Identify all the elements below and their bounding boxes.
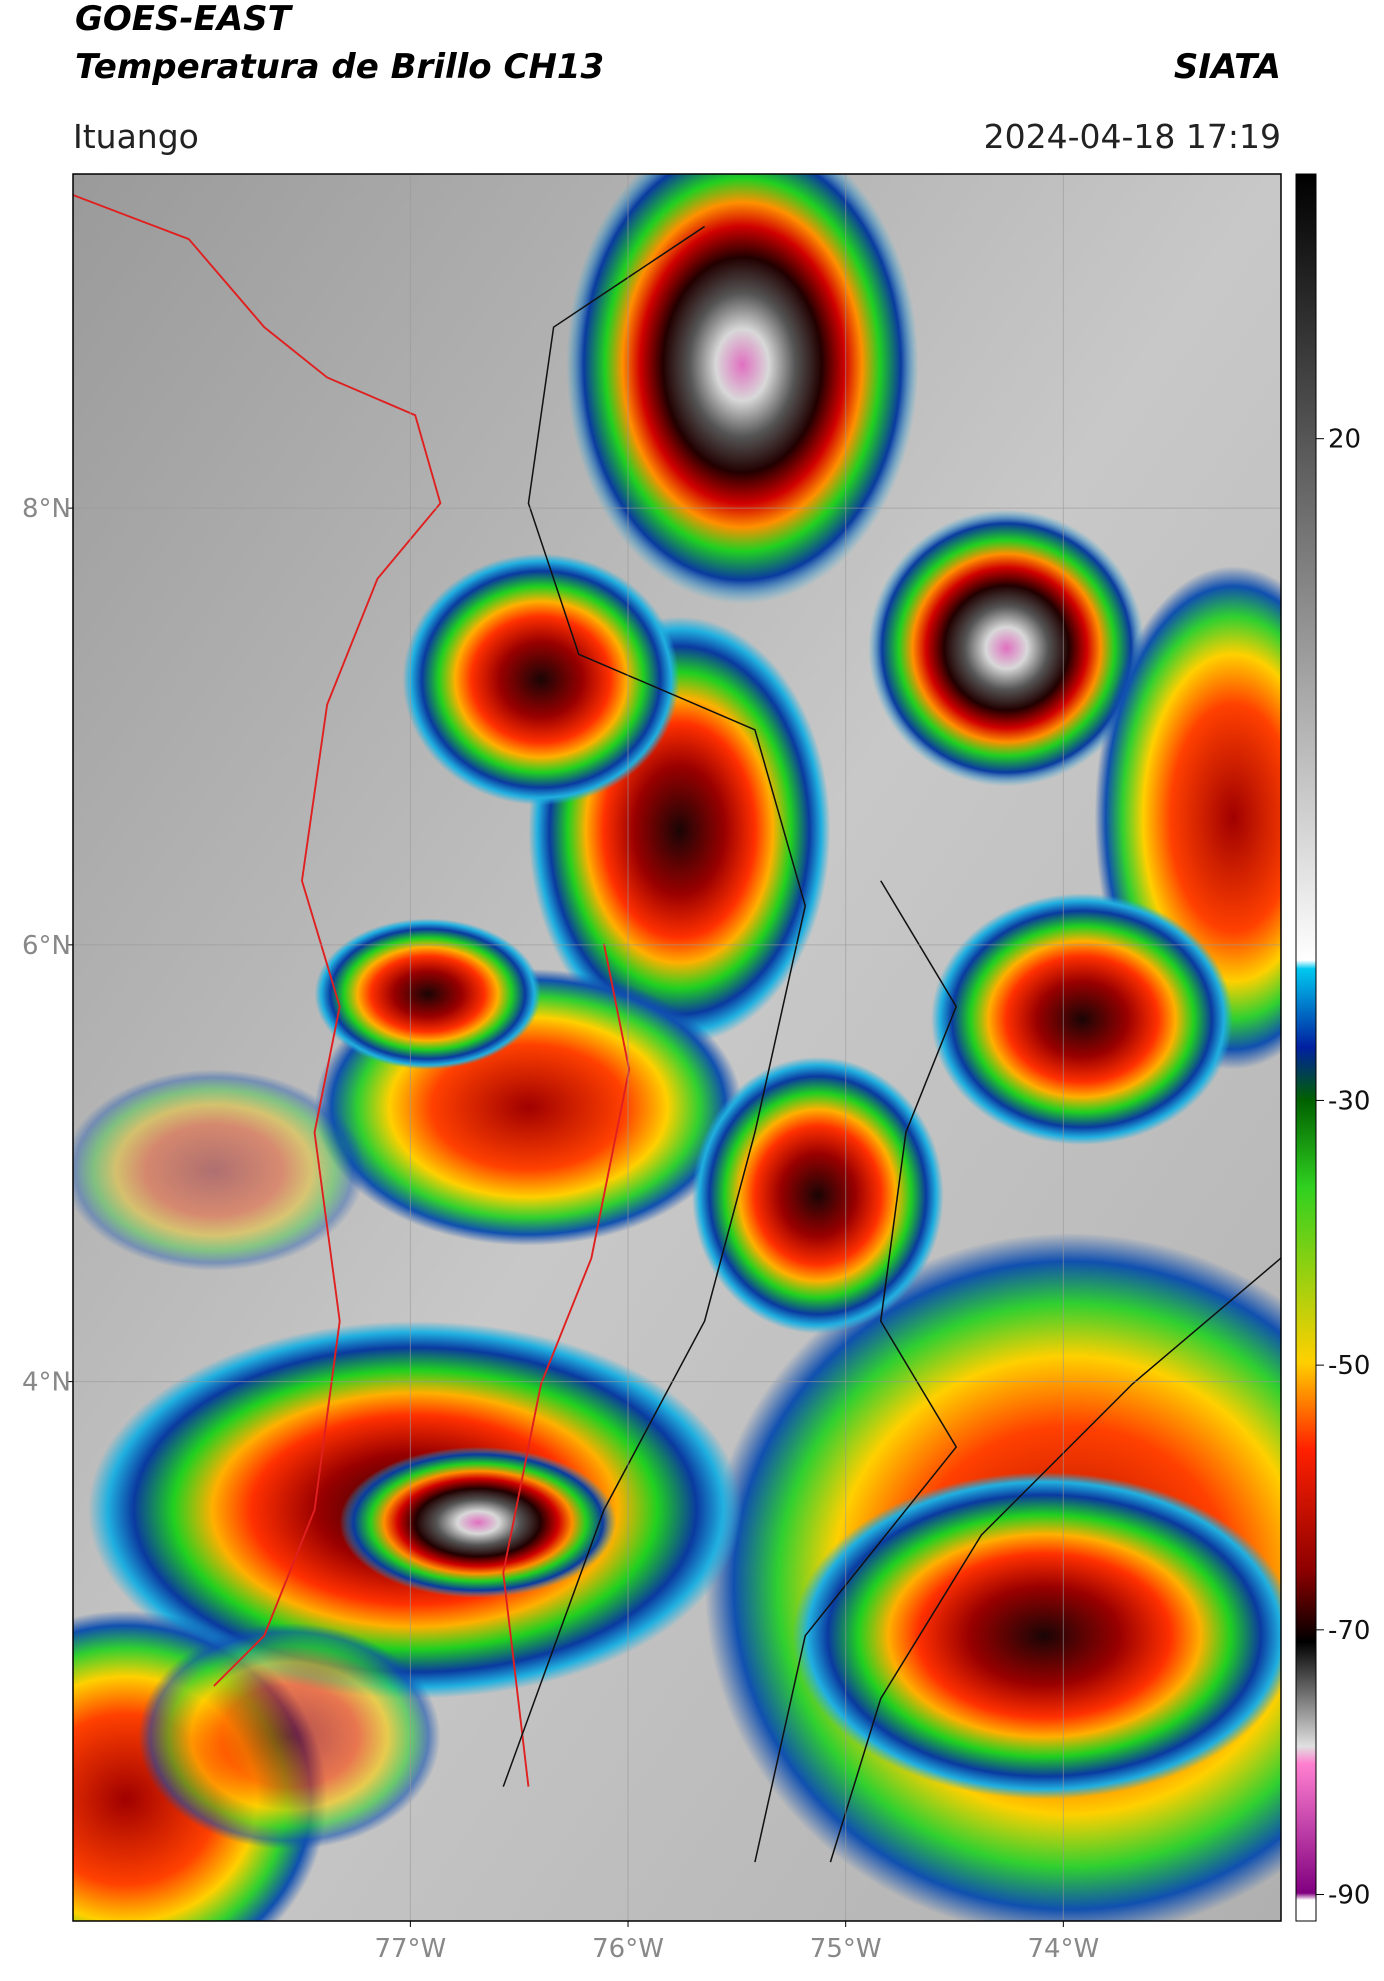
- colorbar-label: -70: [1328, 1616, 1370, 1646]
- lon-label: 76°W: [592, 1934, 664, 1964]
- colorbar-label: -30: [1328, 1086, 1370, 1116]
- title: GOES-EAST: [75, 0, 294, 39]
- subtitle: Temperatura de Brillo CH13: [75, 47, 604, 87]
- lon-label: 74°W: [1027, 1934, 1099, 1964]
- ticks: 8°N 6°N 4°N 77°W 76°W 75°W 74°W 20 -30 -50 -70 -90: [22, 425, 1370, 1964]
- lat-label: 4°N: [22, 1368, 71, 1398]
- colorbar-label: -50: [1328, 1351, 1370, 1381]
- colorbar-label: -90: [1328, 1881, 1370, 1911]
- lat-label: 6°N: [22, 931, 71, 961]
- lon-label: 77°W: [374, 1934, 446, 1964]
- lon-label: 75°W: [810, 1934, 882, 1964]
- satellite-image: [73, 174, 1281, 1921]
- colorbar: [1295, 173, 1317, 1922]
- graticule: [73, 174, 1281, 1921]
- map-frame: [72, 173, 1282, 1922]
- colorbar-label: 20: [1328, 425, 1361, 455]
- datetime: 2024-04-18 17:19: [984, 117, 1281, 156]
- source: SIATA: [1174, 47, 1281, 87]
- lat-label: 8°N: [22, 494, 71, 524]
- location: Ituango: [73, 117, 199, 156]
